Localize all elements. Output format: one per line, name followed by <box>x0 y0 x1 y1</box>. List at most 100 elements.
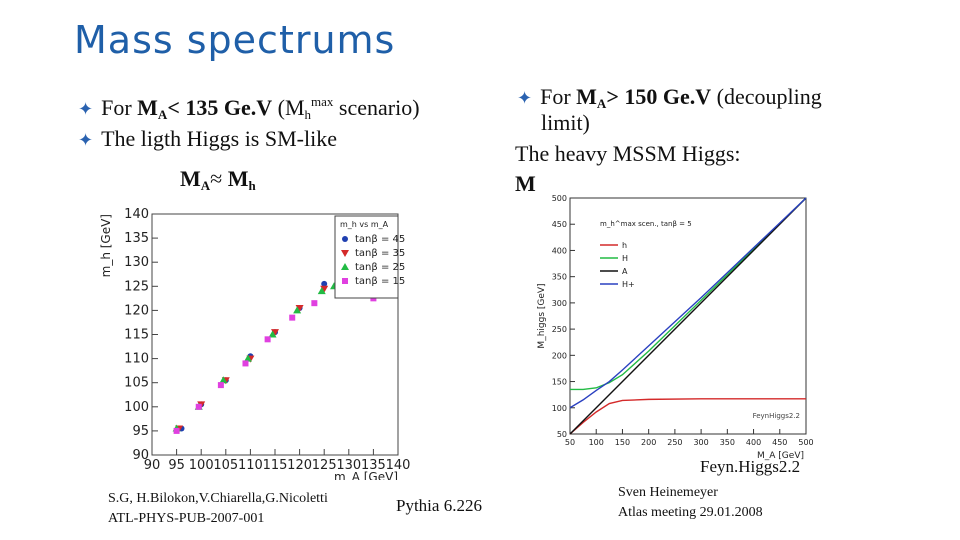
y-tick-label: 120 <box>124 303 149 318</box>
data-point <box>311 300 318 307</box>
x-tick-label: 135 <box>361 458 386 473</box>
legend-label: A <box>622 267 628 276</box>
x-axis-label: m_A [GeV] <box>334 470 398 480</box>
data-point <box>173 427 180 434</box>
right-bullet-1: ✦ For MA> 150 Ge.V (decoupling <box>517 84 822 117</box>
y-tick-label: 130 <box>124 255 149 270</box>
meeting-info: Atlas meeting 29.01.2008 <box>618 505 763 520</box>
series-line <box>569 398 806 435</box>
series-line <box>569 197 807 435</box>
legend-label: H <box>622 254 628 263</box>
y-tick-label: 135 <box>124 231 149 246</box>
left-bullet-1: ✦ For MA< 135 Ge.V (Mhmax scenario) <box>78 89 420 128</box>
legend-marker <box>341 250 349 257</box>
y-tick-label: 500 <box>552 194 567 203</box>
slide-title: Mass spectrums <box>74 18 396 62</box>
bullet-post: (decoupling <box>711 84 822 109</box>
x-tick-label: 250 <box>667 438 682 447</box>
y-tick-label: 110 <box>124 352 149 367</box>
y-tick-label: 400 <box>552 246 567 255</box>
x-tick-label: 105 <box>213 458 238 473</box>
legend-marker <box>342 236 348 242</box>
x-tick-label: 90 <box>144 458 161 473</box>
y-tick-label: 105 <box>124 376 149 391</box>
speaker-name: Sven Heinemeyer <box>618 485 718 500</box>
series-line <box>569 197 807 409</box>
mh-vs-ma-scatter-chart: 90 95 100 105 110 115 120 125 130 135 140909510010… <box>99 207 411 480</box>
legend-title: m_h^max scen., tanβ = 5 <box>600 220 692 228</box>
data-point <box>219 376 228 384</box>
y-tick-label: 250 <box>552 325 567 334</box>
bullet-post: scenario) <box>333 95 420 120</box>
x-tick-label: 200 <box>641 438 656 447</box>
eq-a-sub: A <box>200 178 211 193</box>
x-tick-label: 115 <box>263 458 288 473</box>
data-point <box>271 329 279 337</box>
legend-label: tanβ = 25 <box>355 262 405 273</box>
bullet-sub: A <box>157 107 168 122</box>
x-tick-label: 500 <box>798 438 813 447</box>
x-tick-label: 350 <box>720 438 735 447</box>
legend-label: h <box>622 241 627 250</box>
authors-credit: S.G, H.Bilokon,V.Chiarella,G.Nicoletti <box>108 491 328 506</box>
x-tick-label: 140 <box>386 458 411 473</box>
feynhiggs-label: Feyn.Higgs2.2 <box>700 457 801 476</box>
data-point <box>243 354 252 362</box>
data-point <box>320 285 329 293</box>
bullet-sub-h: h <box>304 107 312 122</box>
higgs-mass-line-chart: 50 100 150 200 250 300 350 400 450 500 50 100 150 200… <box>537 194 814 461</box>
right-bullet-1-line2: limit) <box>541 110 590 135</box>
approx-sign: ≈ <box>210 166 223 191</box>
data-point <box>293 306 302 314</box>
x-tick-label: 400 <box>746 438 761 447</box>
y-tick-label: 95 <box>132 424 149 439</box>
legend-label: tanβ = 35 <box>355 248 405 259</box>
legend-title: m_h vs m_A <box>340 220 389 229</box>
x-tick-label: 95 <box>168 458 185 473</box>
y-tick-label: 100 <box>124 400 149 415</box>
data-point <box>242 360 249 367</box>
x-tick-label: 100 <box>589 438 604 447</box>
x-tick-label: 130 <box>336 458 361 473</box>
bullet-bold: M <box>576 84 597 109</box>
mass-relation: MA≈ Mh <box>180 166 256 199</box>
y-tick-label: 450 <box>552 220 567 229</box>
x-tick-label: 110 <box>238 458 263 473</box>
note-id: ATL-PHYS-PUB-2007-001 <box>108 511 265 526</box>
eq-a: M <box>180 166 201 191</box>
y-tick-label: 50 <box>557 430 567 439</box>
y-tick-label: 115 <box>124 328 149 343</box>
bullet-bold-rest: < 135 Ge.V <box>167 95 273 120</box>
right-partial: M <box>515 171 536 196</box>
y-tick-label: 350 <box>552 273 567 282</box>
data-point <box>295 304 304 312</box>
data-point <box>264 336 271 343</box>
legend-label: H+ <box>622 280 635 289</box>
y-tick-label: 150 <box>552 378 567 387</box>
bullet-sub: A <box>596 96 607 111</box>
y-tick-label: 90 <box>132 448 149 463</box>
bullet-text: For <box>540 84 577 109</box>
data-point <box>217 382 224 389</box>
eq-b-sub: h <box>248 178 256 193</box>
series-line <box>570 197 807 391</box>
watermark-text: FeynHiggs2.2 <box>753 412 800 420</box>
bullet-text: For <box>101 95 138 120</box>
data-point <box>289 314 296 321</box>
x-tick-label: 450 <box>772 438 787 447</box>
x-tick-label: 150 <box>615 438 630 447</box>
data-point <box>321 280 328 287</box>
y-tick-label: 300 <box>552 299 567 308</box>
y-tick-label: 200 <box>552 351 567 360</box>
y-tick-label: 125 <box>124 279 149 294</box>
x-tick-label: 50 <box>565 438 575 447</box>
x-tick-label: 100 <box>189 458 214 473</box>
y-tick-label: 100 <box>552 404 567 413</box>
star-bullet-icon: ✦ <box>78 99 94 120</box>
x-tick-label: 125 <box>312 458 337 473</box>
data-point <box>317 287 326 295</box>
x-tick-label: 300 <box>693 438 708 447</box>
eq-b: M <box>227 166 249 191</box>
legend-label: tanβ = 15 <box>355 276 405 287</box>
legend-marker <box>342 278 348 284</box>
